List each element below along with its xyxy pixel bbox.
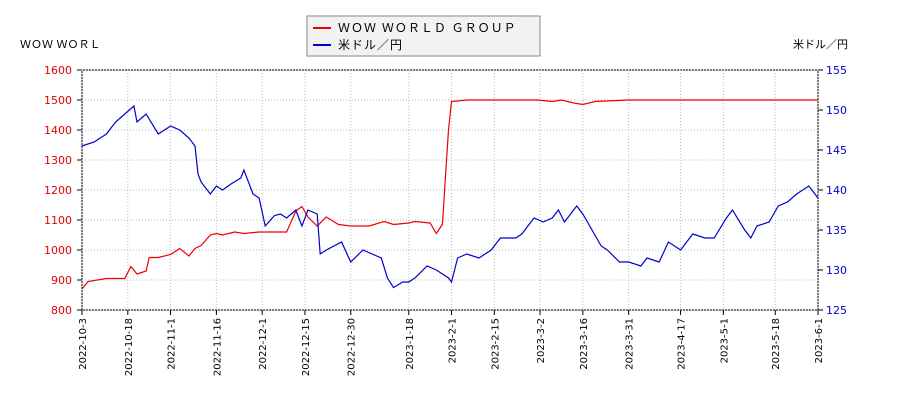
x-tick-label: 2022-12-1 [258, 318, 269, 370]
x-tick-label: 2022-10-18 [124, 318, 135, 376]
x-tick-label: 2023-6-1 [814, 318, 825, 363]
y2-axis-label: 米ドル／円 [793, 38, 848, 51]
x-tick-label: 2022-11-1 [167, 318, 178, 370]
x-tick-label: 2022-11-16 [212, 318, 223, 376]
y2-tick-label: 130 [826, 264, 847, 277]
series-line [81, 99, 818, 290]
series-line [81, 104, 819, 289]
y2-tick-label: 150 [826, 104, 847, 117]
y2-tick-label: 140 [826, 184, 847, 197]
y-tick-label: 1600 [44, 64, 72, 77]
x-tick-label: 2023-4-17 [677, 318, 688, 370]
x-tick-label: 2023-3-31 [625, 318, 636, 370]
y-tick-label: 800 [51, 304, 72, 317]
x-tick-label: 2023-5-1 [719, 318, 730, 363]
y2-tick-label: 135 [826, 224, 847, 237]
y-tick-label: 1000 [44, 244, 72, 257]
x-tick-label: 2022-12-15 [301, 318, 312, 376]
y-tick-label: 900 [51, 274, 72, 287]
legend-box [306, 15, 541, 57]
x-tick-label: 2022-12-30 [347, 318, 358, 376]
y-tick-label: 1400 [44, 124, 72, 137]
y2-tick-label: 145 [826, 144, 847, 157]
y2-tick-label: 125 [826, 304, 847, 317]
x-tick-label: 2023-3-16 [579, 318, 590, 370]
x-tick-label: 2023-5-18 [771, 318, 782, 370]
chart-title: ＷＯＷ ＷＯＲＬ [20, 38, 101, 51]
legend-label: ＷＯＷ ＷＯＲＬＤ ＧＲＯＵＰ [338, 21, 517, 35]
y-tick-label: 1300 [44, 154, 72, 167]
plot-frame [81, 69, 819, 311]
y-tick-label: 1500 [44, 94, 72, 107]
y-tick-label: 1200 [44, 184, 72, 197]
x-tick-label: 2023-2-15 [490, 318, 501, 370]
y2-tick-label: 155 [826, 64, 847, 77]
x-tick-label: 2023-2-1 [448, 318, 459, 363]
legend-label: 米ドル／円 [338, 38, 403, 52]
x-tick-label: 2022-10-3 [78, 318, 89, 370]
x-tick-label: 2023-3-2 [536, 318, 547, 363]
x-tick-label: 2023-1-18 [405, 318, 416, 370]
y-tick-label: 1100 [44, 214, 72, 227]
